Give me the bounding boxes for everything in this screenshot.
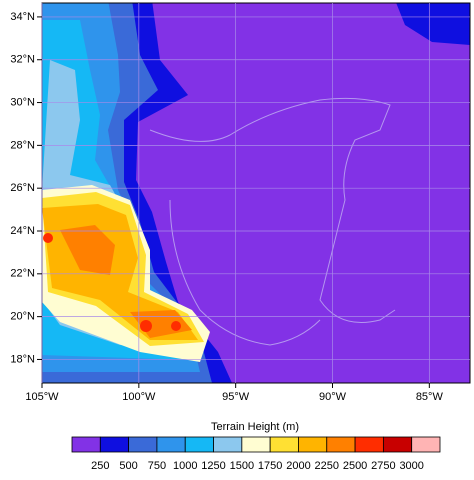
x-tick-label: 85°W	[416, 391, 444, 403]
colorbar-label: 2750	[371, 460, 395, 472]
colorbar-box	[156, 436, 186, 453]
terrain-field	[42, 3, 470, 383]
y-tick-label: 34°N	[10, 11, 35, 23]
colorbar-box	[71, 436, 101, 453]
colorbar-box	[411, 436, 441, 453]
colorbar-box	[298, 436, 328, 453]
y-tick-label: 26°N	[10, 182, 35, 194]
colorbar-label: 250	[91, 460, 109, 472]
colorbar-label: 1750	[258, 460, 282, 472]
terrain-peak	[43, 233, 53, 243]
colorbar-box	[382, 436, 413, 453]
colorbar-box	[184, 436, 214, 453]
y-tick-label: 28°N	[10, 139, 35, 151]
colorbar-label: 1500	[230, 460, 254, 472]
colorbar-label: 2500	[343, 460, 367, 472]
terrain-peak	[171, 321, 181, 331]
terrain-peak	[140, 320, 152, 332]
colorbar-box	[326, 436, 356, 453]
colorbar-label: 2250	[315, 460, 339, 472]
colorbar-label: 1250	[201, 460, 225, 472]
x-tick-label: 100°W	[122, 391, 156, 403]
y-tick-label: 30°N	[10, 96, 35, 108]
colorbar-box	[269, 436, 299, 453]
colorbar-label: 3000	[399, 460, 423, 472]
coastline	[149, 97, 396, 346]
colorbar-box	[128, 436, 158, 453]
y-tick-label: 32°N	[10, 54, 35, 66]
x-tick-label: 95°W	[222, 391, 250, 403]
colorbar-title: Terrain Height (m)	[211, 421, 299, 433]
x-tick-label: 105°W	[25, 391, 59, 403]
y-tick-label: 18°N	[10, 353, 35, 365]
terrain-patch	[396, 3, 470, 45]
colorbar-box	[241, 436, 271, 453]
terrain-patch	[60, 225, 192, 338]
colorbar-box	[354, 436, 384, 453]
colorbar-box	[213, 436, 243, 453]
colorbar-box	[99, 436, 130, 453]
colorbar-label: 2000	[286, 460, 310, 472]
colorbar-label: 500	[119, 460, 137, 472]
y-tick-label: 20°N	[10, 311, 35, 323]
y-tick-label: 24°N	[10, 225, 35, 237]
y-tick-label: 22°N	[10, 268, 35, 280]
colorbar-label: 750	[148, 460, 166, 472]
x-tick-label: 90°W	[319, 391, 347, 403]
colorbar-label: 1000	[173, 460, 197, 472]
